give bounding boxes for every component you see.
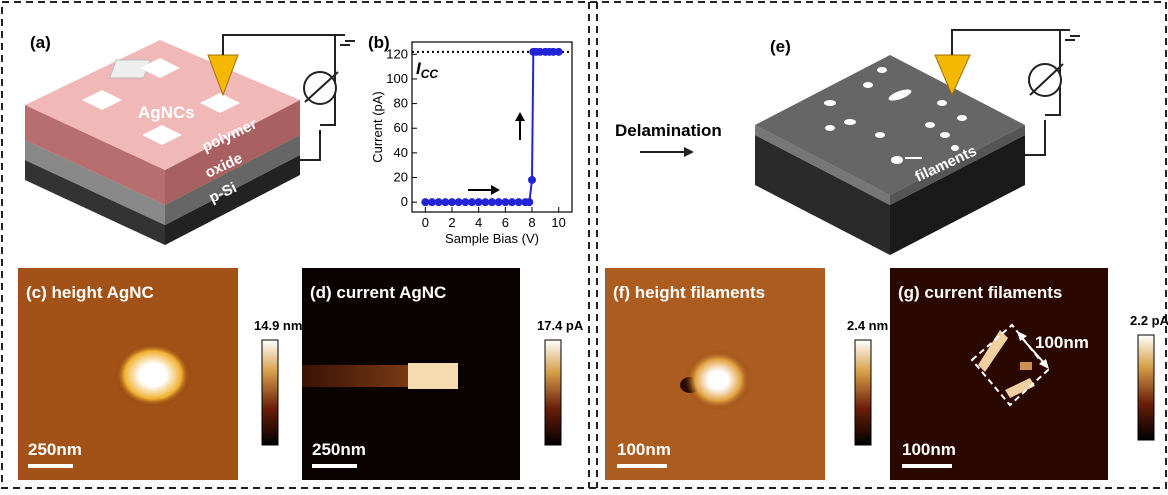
size-annotation: 100nm: [1035, 333, 1089, 352]
y-tick-label: 20: [394, 170, 408, 185]
direction-arrow-head: [491, 185, 500, 195]
panel-label: (a): [30, 33, 51, 52]
scale-label: 100nm: [617, 440, 671, 459]
colorbar-label: 17.4 pA: [537, 318, 584, 333]
image-d: [302, 268, 520, 480]
colorbar-label: 2.4 nm: [847, 318, 888, 333]
y-tick-label: 0: [401, 194, 408, 209]
y-axis-label: Current (pA): [370, 91, 385, 163]
y-tick-label: 60: [394, 120, 408, 135]
image-label: (f) height filaments: [613, 283, 765, 302]
y-tick-label: 120: [386, 46, 408, 61]
device-a: [25, 34, 355, 245]
scale-label: 100nm: [902, 440, 956, 459]
data-point: [528, 175, 536, 184]
data-point: [468, 198, 476, 207]
data-point: [474, 198, 483, 207]
x-axis-label: Sample Bias (V): [445, 231, 539, 246]
panel-label: (e): [770, 37, 791, 56]
data-point: [525, 198, 534, 207]
colorbar-label: 2.2 pA: [1130, 313, 1168, 328]
device-e: [755, 29, 1080, 255]
data-point: [508, 198, 516, 207]
data-point: [501, 198, 510, 207]
scale-label: 250nm: [28, 440, 82, 459]
panel-label: (b): [368, 33, 390, 52]
data-point: [441, 198, 450, 207]
y-tick-label: 80: [394, 96, 408, 111]
y-tick-label: 40: [394, 145, 408, 160]
x-tick-label: 8: [528, 215, 535, 230]
image-c: [18, 268, 238, 480]
delamination-label: Delamination: [615, 121, 722, 140]
x-tick-label: 10: [551, 215, 565, 230]
image-label: (g) current filaments: [898, 283, 1062, 302]
colorbars: [261, 334, 1155, 446]
data-point: [488, 198, 496, 207]
data-point: [461, 198, 470, 207]
compliance-label-sub: CC: [421, 67, 439, 81]
data-point: [514, 198, 523, 207]
data-point: [481, 198, 490, 207]
data-point: [494, 198, 503, 207]
compliance-label: ICC: [416, 59, 438, 81]
colorbar-label: 14.9 nm: [254, 318, 302, 333]
agncs-label: AgNCs: [138, 103, 195, 122]
data-point: [448, 198, 456, 207]
delamination-arrow: [640, 147, 694, 157]
y-tick-label: 100: [386, 71, 408, 86]
image-label: (c) height AgNC: [26, 283, 154, 302]
data-point: [554, 47, 563, 56]
image-g: [890, 268, 1108, 480]
data-point: [428, 198, 436, 207]
compliance-label-main: I: [416, 59, 422, 78]
data-point: [454, 198, 463, 207]
image-f: [605, 268, 825, 480]
image-label: (d) current AgNC: [310, 283, 446, 302]
x-tick-label: 2: [448, 215, 455, 230]
data-point: [421, 198, 430, 207]
data-point: [434, 198, 443, 207]
data-line: [425, 50, 559, 204]
x-tick-label: 6: [502, 215, 509, 230]
scale-label: 250nm: [312, 440, 366, 459]
plot-frame: [411, 41, 573, 213]
x-tick-label: 4: [475, 215, 482, 230]
x-tick-label: 0: [422, 215, 429, 230]
direction-arrow-head: [515, 112, 525, 121]
